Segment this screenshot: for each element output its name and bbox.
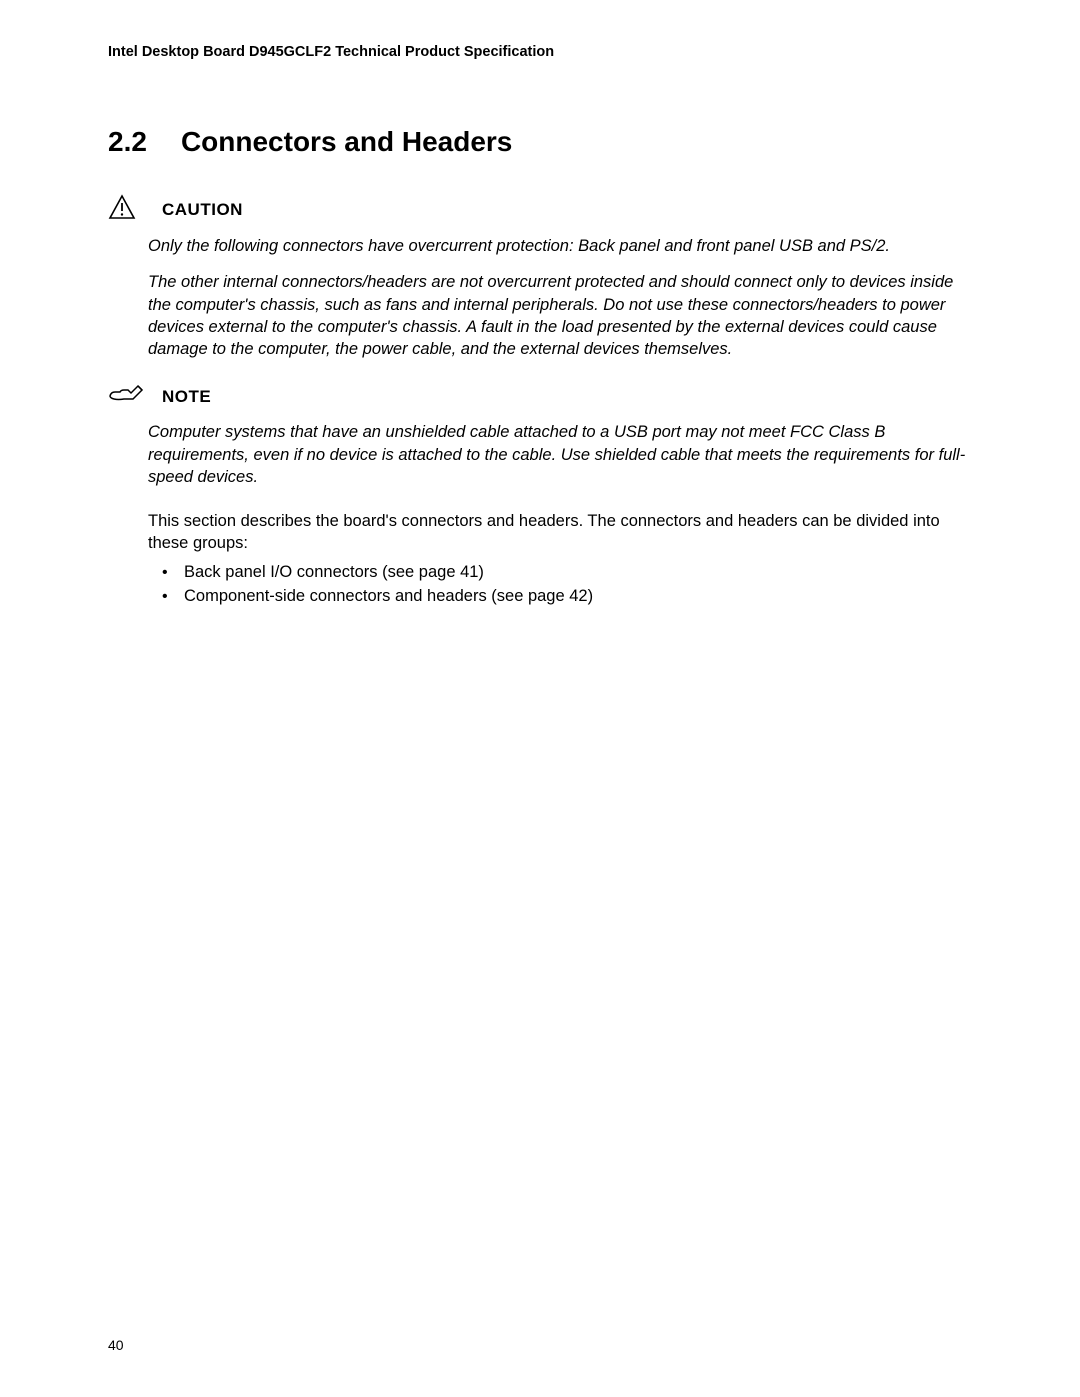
body-intro: This section describes the board's conne… bbox=[148, 510, 972, 555]
caution-triangle-icon bbox=[108, 194, 162, 225]
caution-callout: CAUTION Only the following connectors ha… bbox=[108, 194, 972, 360]
section-title: Connectors and Headers bbox=[181, 126, 512, 157]
list-item: Back panel I/O connectors (see page 41) bbox=[148, 561, 972, 585]
caution-label: CAUTION bbox=[162, 200, 243, 220]
caution-paragraph: The other internal connectors/headers ar… bbox=[148, 271, 972, 360]
caution-paragraph: Only the following connectors have overc… bbox=[148, 235, 972, 257]
section-number: 2.2 bbox=[108, 126, 147, 158]
document-page: Intel Desktop Board D945GCLF2 Technical … bbox=[0, 0, 1080, 609]
note-callout: NOTE Computer systems that have an unshi… bbox=[108, 382, 972, 488]
section-heading: 2.2 Connectors and Headers bbox=[108, 126, 972, 158]
note-header: NOTE bbox=[108, 382, 972, 411]
note-body: Computer systems that have an unshielded… bbox=[148, 421, 972, 488]
note-hand-pencil-icon bbox=[108, 382, 162, 411]
note-paragraph: Computer systems that have an unshielded… bbox=[148, 421, 972, 488]
caution-header: CAUTION bbox=[108, 194, 972, 225]
list-item: Component-side connectors and headers (s… bbox=[148, 585, 972, 609]
caution-body: Only the following connectors have overc… bbox=[148, 235, 972, 360]
bullet-list: Back panel I/O connectors (see page 41) … bbox=[148, 561, 972, 609]
page-number: 40 bbox=[108, 1337, 124, 1353]
note-label: NOTE bbox=[162, 387, 211, 407]
running-header: Intel Desktop Board D945GCLF2 Technical … bbox=[108, 44, 972, 60]
